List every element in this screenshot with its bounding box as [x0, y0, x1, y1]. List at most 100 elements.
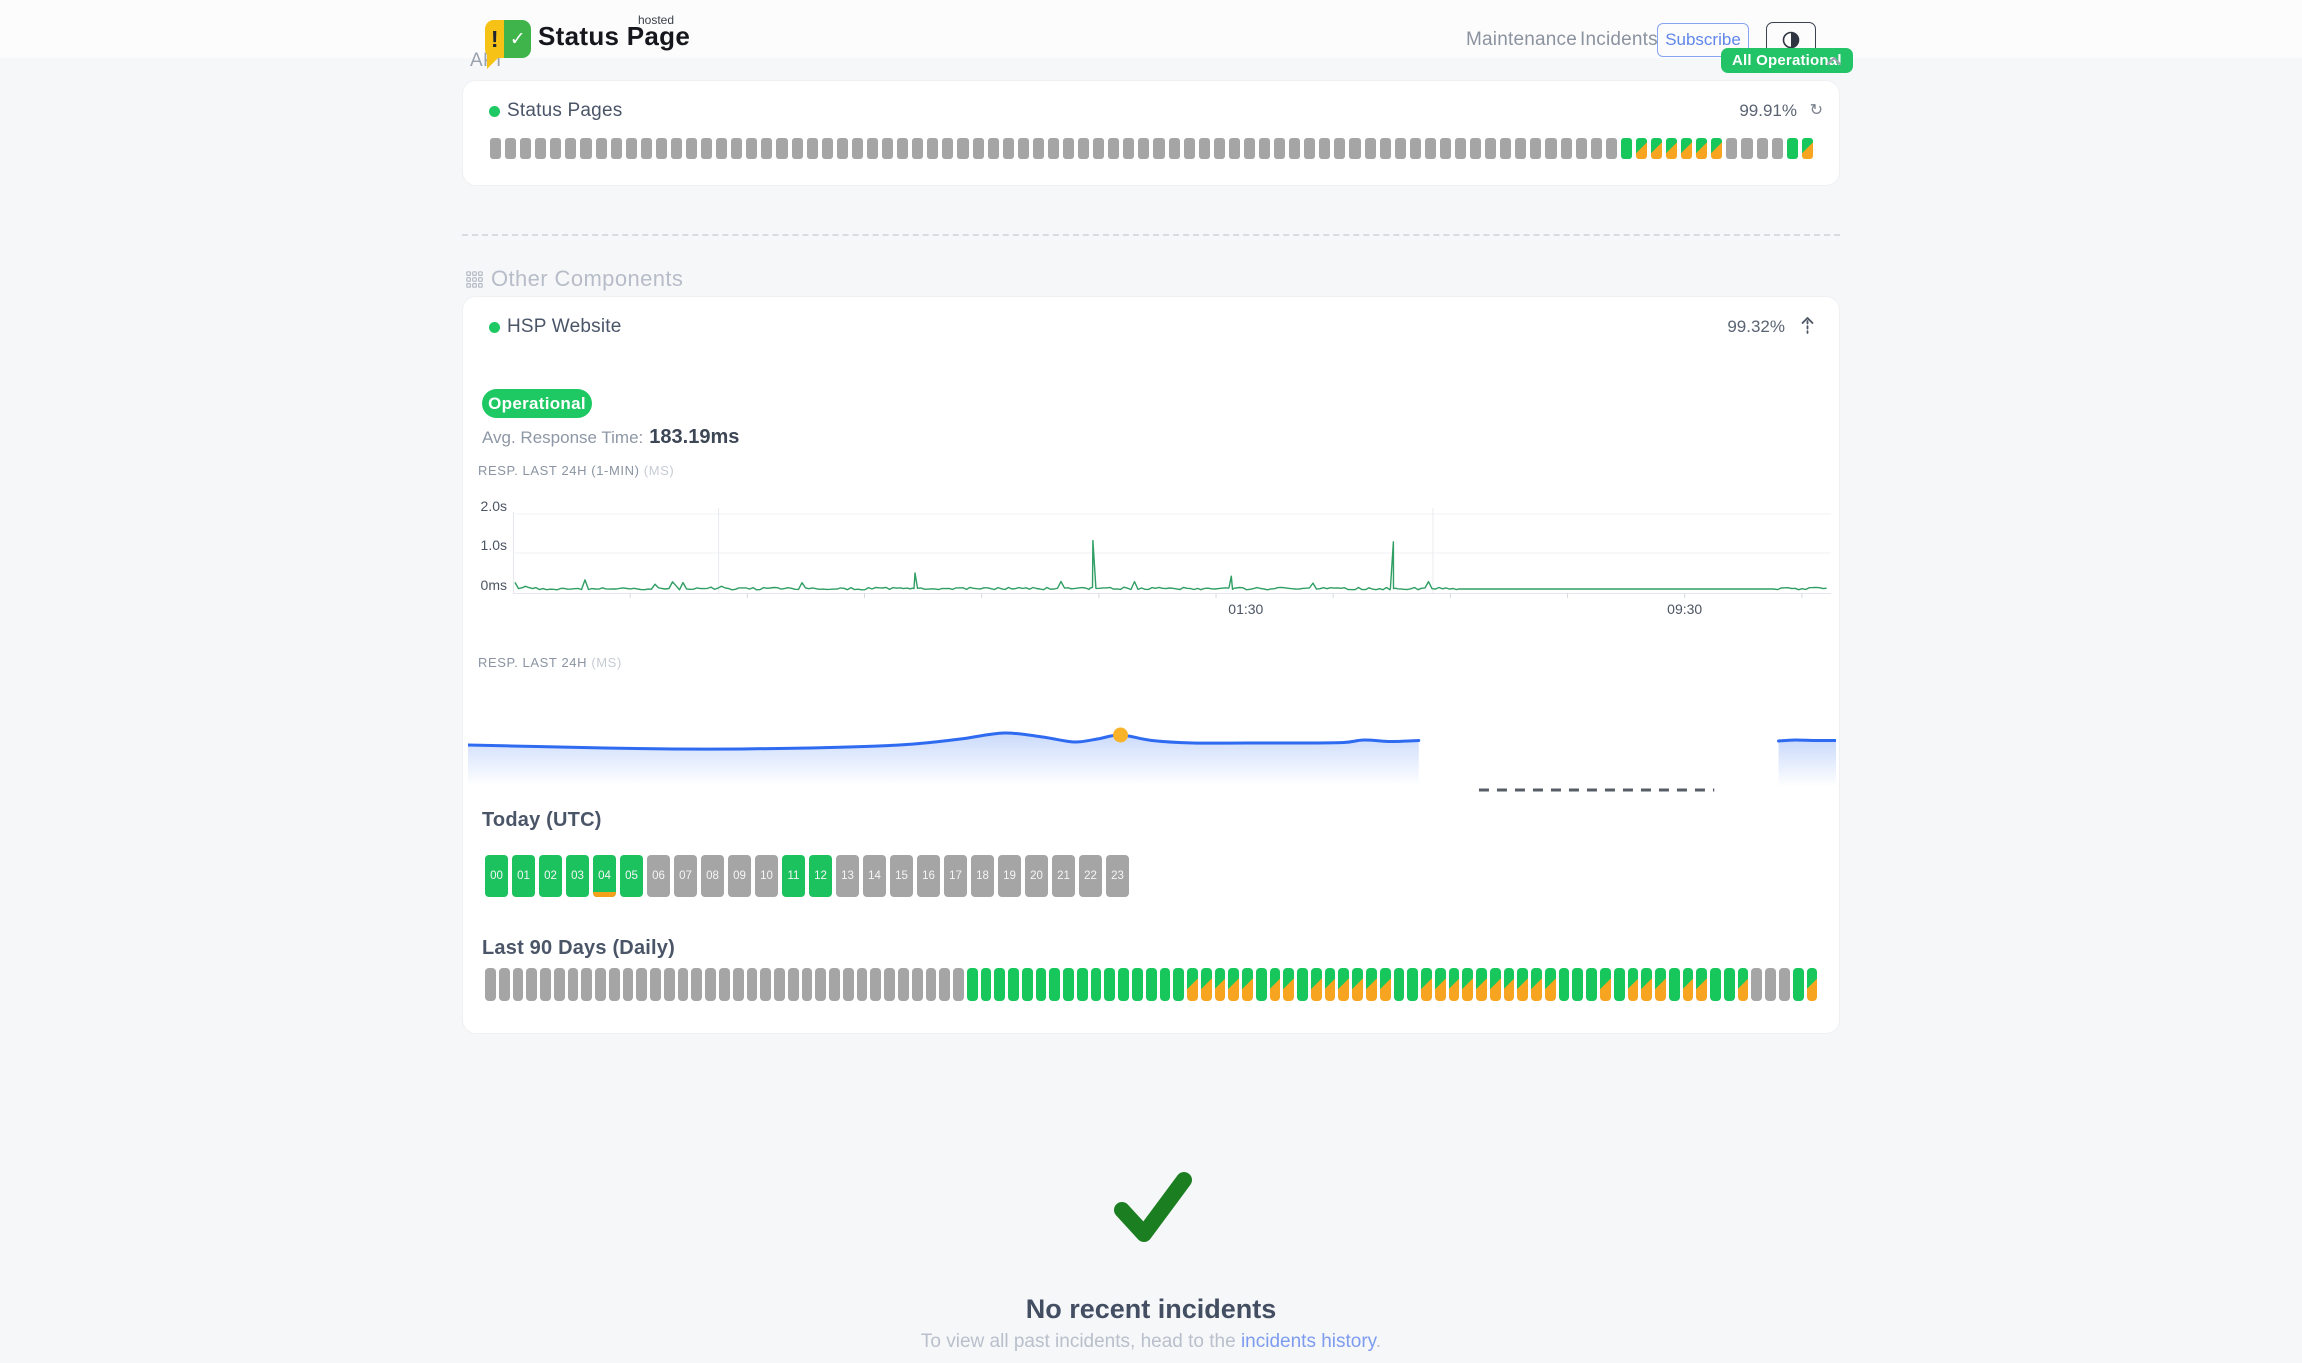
daily-uptime-bar[interactable] — [1104, 968, 1116, 1001]
uptime-bar[interactable] — [1198, 138, 1210, 159]
daily-uptime-bar[interactable] — [1627, 968, 1639, 1001]
uptime-bar[interactable] — [550, 138, 562, 159]
uptime-bar[interactable] — [1168, 138, 1180, 159]
uptime-bar[interactable] — [957, 138, 969, 159]
uptime-bar[interactable] — [1078, 138, 1090, 159]
uptime-bar[interactable] — [1349, 138, 1361, 159]
uptime-bar[interactable] — [1379, 138, 1391, 159]
daily-uptime-bar[interactable] — [815, 968, 827, 1001]
daily-uptime-bar[interactable] — [581, 968, 593, 1001]
uptime-bar[interactable] — [972, 138, 984, 159]
hour-cell-12[interactable]: 12 — [809, 855, 832, 897]
daily-uptime-bar[interactable] — [498, 968, 510, 1001]
uptime-bar[interactable] — [1319, 138, 1331, 159]
daily-uptime-bar[interactable] — [1076, 968, 1088, 1001]
daily-uptime-bar[interactable] — [512, 968, 524, 1001]
hour-cell-15[interactable]: 15 — [890, 855, 913, 897]
uptime-bar[interactable] — [655, 138, 667, 159]
uptime-bar[interactable] — [851, 138, 863, 159]
hour-cell-08[interactable]: 08 — [701, 855, 724, 897]
uptime-bar[interactable] — [791, 138, 803, 159]
uptime-bar[interactable] — [1470, 138, 1482, 159]
uptime-bar[interactable] — [535, 138, 547, 159]
daily-uptime-bar[interactable] — [705, 968, 717, 1001]
uptime-bar[interactable] — [1424, 138, 1436, 159]
hour-cell-07[interactable]: 07 — [674, 855, 697, 897]
uptime-bar[interactable] — [716, 138, 728, 159]
uptime-bar[interactable] — [1726, 138, 1738, 159]
uptime-bar[interactable] — [1635, 138, 1648, 159]
daily-uptime-bar[interactable] — [1366, 968, 1377, 1001]
daily-uptime-bar[interactable] — [1228, 968, 1240, 1001]
hour-cell-01[interactable]: 01 — [512, 855, 535, 897]
uptime-bar[interactable] — [927, 138, 939, 159]
uptime-bar[interactable] — [912, 138, 924, 159]
daily-uptime-bar[interactable] — [1035, 968, 1047, 1001]
uptime-bar[interactable] — [836, 138, 848, 159]
daily-uptime-bar[interactable] — [1517, 968, 1529, 1001]
daily-uptime-bar[interactable] — [1269, 968, 1281, 1001]
uptime-bar[interactable] — [1364, 138, 1376, 159]
daily-uptime-bar[interactable] — [1668, 968, 1680, 1001]
daily-uptime-bar[interactable] — [1462, 968, 1474, 1001]
hour-cell-16[interactable]: 16 — [917, 855, 940, 897]
hour-cell-19[interactable]: 19 — [998, 855, 1021, 897]
daily-uptime-bar[interactable] — [1655, 968, 1666, 1001]
daily-uptime-bar[interactable] — [691, 968, 703, 1001]
uptime-bar[interactable] — [1258, 138, 1271, 159]
uptime-bar[interactable] — [520, 138, 532, 159]
daily-uptime-bar[interactable] — [567, 968, 579, 1001]
daily-uptime-bar[interactable] — [1118, 968, 1129, 1001]
uptime-bar[interactable] — [1123, 138, 1135, 159]
daily-uptime-bar[interactable] — [650, 968, 661, 1001]
daily-uptime-bar[interactable] — [897, 968, 909, 1001]
daily-uptime-bar[interactable] — [787, 968, 799, 1001]
daily-uptime-bar[interactable] — [1283, 968, 1295, 1001]
uptime-bar[interactable] — [701, 138, 713, 159]
uptime-bar[interactable] — [670, 138, 683, 159]
daily-uptime-bar[interactable] — [1008, 968, 1019, 1001]
daily-uptime-bar[interactable] — [911, 968, 923, 1001]
uptime-bar[interactable] — [1274, 138, 1286, 159]
daily-uptime-bar[interactable] — [1531, 968, 1542, 1001]
hour-cell-00[interactable]: 00 — [485, 855, 508, 897]
daily-uptime-bar[interactable] — [636, 968, 648, 1001]
hour-cell-13[interactable]: 13 — [836, 855, 859, 897]
daily-uptime-bar[interactable] — [1324, 968, 1336, 1001]
daily-uptime-bar[interactable] — [1297, 968, 1308, 1001]
daily-uptime-bar[interactable] — [1242, 968, 1253, 1001]
daily-uptime-bar[interactable] — [1187, 968, 1198, 1001]
daily-uptime-bar[interactable] — [1613, 968, 1625, 1001]
uptime-bar[interactable] — [490, 138, 502, 159]
daily-uptime-bar[interactable] — [1558, 968, 1570, 1001]
daily-uptime-bar[interactable] — [1448, 968, 1460, 1001]
uptime-bar[interactable] — [1530, 138, 1542, 159]
uptime-bar[interactable] — [806, 138, 818, 159]
uptime-bar[interactable] — [776, 138, 788, 159]
uptime-bar[interactable] — [866, 138, 879, 159]
daily-uptime-bar[interactable] — [856, 968, 868, 1001]
refresh-icon[interactable]: ↻ — [1809, 102, 1823, 119]
uptime-bar[interactable] — [1575, 138, 1587, 159]
daily-uptime-bar[interactable] — [980, 968, 992, 1001]
hour-cell-06[interactable]: 06 — [647, 855, 670, 897]
daily-uptime-bar[interactable] — [663, 968, 675, 1001]
hour-cell-09[interactable]: 09 — [728, 855, 751, 897]
daily-uptime-bar[interactable] — [994, 968, 1006, 1001]
daily-uptime-bar[interactable] — [953, 968, 964, 1001]
daily-uptime-bar[interactable] — [1778, 968, 1790, 1001]
uptime-bar[interactable] — [1590, 138, 1602, 159]
uptime-bar[interactable] — [1304, 138, 1316, 159]
uptime-bar[interactable] — [1047, 138, 1059, 159]
uptime-bar[interactable] — [1605, 138, 1617, 159]
uptime-bar[interactable] — [1062, 138, 1075, 159]
daily-uptime-bar[interactable] — [925, 968, 937, 1001]
daily-uptime-bar[interactable] — [719, 968, 730, 1001]
daily-uptime-bar[interactable] — [1476, 968, 1487, 1001]
daily-uptime-bar[interactable] — [1049, 968, 1061, 1001]
daily-uptime-bar[interactable] — [966, 968, 978, 1001]
uptime-bar[interactable] — [1801, 138, 1813, 159]
daily-uptime-bar[interactable] — [1723, 968, 1735, 1001]
response-time-area-chart[interactable] — [468, 721, 1836, 797]
hour-cell-03[interactable]: 03 — [566, 855, 589, 897]
